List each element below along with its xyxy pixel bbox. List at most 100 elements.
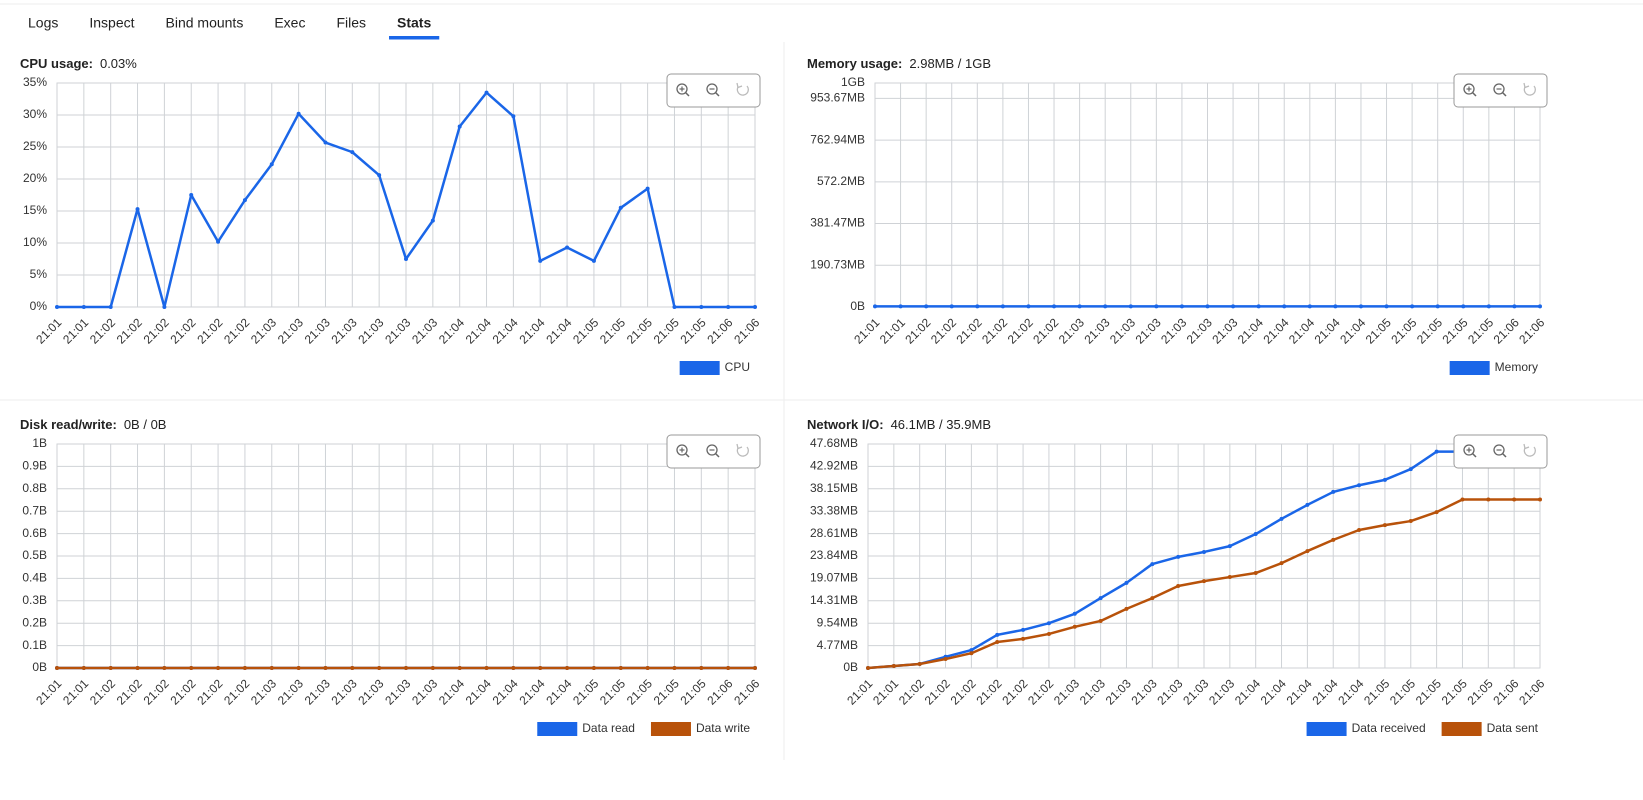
data-point bbox=[645, 666, 650, 670]
x-tick-label: 21:03 bbox=[1206, 676, 1237, 707]
data-point bbox=[242, 198, 247, 203]
data-point bbox=[1512, 304, 1517, 309]
data-point bbox=[1176, 554, 1181, 559]
x-tick-label: 21:01 bbox=[844, 676, 875, 707]
data-point bbox=[216, 239, 221, 244]
data-point bbox=[1150, 562, 1155, 567]
x-tick-label: 21:04 bbox=[1284, 676, 1315, 707]
chart-value: 0.03% bbox=[100, 56, 137, 71]
data-point bbox=[1279, 561, 1284, 566]
data-point bbox=[108, 305, 113, 309]
data-point bbox=[135, 666, 140, 670]
x-tick-label: 21:02 bbox=[954, 315, 985, 346]
data-point bbox=[1384, 304, 1389, 309]
x-tick-label: 21:04 bbox=[436, 676, 467, 707]
chart-panel: Memory usage: 2.98MB / 1GB 0B 190.73MB 381.4… bbox=[807, 56, 1548, 375]
data-point bbox=[1046, 621, 1051, 626]
data-point bbox=[753, 666, 757, 670]
x-tick-label: 21:02 bbox=[141, 676, 172, 707]
data-point bbox=[404, 666, 408, 670]
zoom-toolbar[interactable] bbox=[1453, 73, 1548, 108]
x-tick-label: 21:02 bbox=[896, 676, 927, 707]
data-point bbox=[1072, 624, 1077, 629]
plot-border bbox=[867, 443, 1541, 669]
x-tick-label: 21:03 bbox=[1133, 315, 1164, 346]
chart-header: CPU usage: 0.03% bbox=[20, 56, 137, 71]
data-point bbox=[753, 305, 757, 309]
x-tick-label: 21:04 bbox=[516, 315, 547, 346]
data-point bbox=[1227, 544, 1232, 549]
y-tick-label: 30% bbox=[23, 107, 47, 121]
data-point bbox=[873, 304, 877, 309]
chart-value: 46.1MB / 35.9MB bbox=[891, 417, 991, 432]
data-point bbox=[1098, 618, 1103, 623]
legend-swatch bbox=[1441, 722, 1482, 736]
x-tick-label: 21:02 bbox=[1025, 676, 1056, 707]
data-point bbox=[430, 666, 435, 670]
x-tick-label: 21:05 bbox=[1439, 315, 1470, 346]
zoom-toolbar[interactable] bbox=[666, 73, 761, 108]
x-tick-label: 21:05 bbox=[651, 315, 682, 346]
x-tick-label: 21:02 bbox=[1005, 315, 1036, 346]
data-point bbox=[672, 305, 677, 309]
data-point bbox=[1103, 304, 1108, 309]
x-tick-label: 21:02 bbox=[87, 315, 118, 346]
y-tick-label: 0B bbox=[850, 299, 865, 313]
data-point bbox=[1021, 627, 1026, 632]
data-point bbox=[1124, 580, 1129, 585]
legend-swatch bbox=[679, 361, 720, 375]
chart-header: Disk read/write: 0B / 0B bbox=[20, 417, 166, 432]
zoom-toolbar[interactable] bbox=[1453, 434, 1548, 469]
tab[interactable]: Files bbox=[336, 15, 366, 31]
y-tick-label: 0.5B bbox=[22, 548, 47, 562]
zoom-toolbar[interactable] bbox=[666, 434, 761, 469]
x-tick-label: 21:06 bbox=[1516, 315, 1547, 346]
data-point bbox=[216, 666, 221, 670]
data-point bbox=[1282, 304, 1287, 309]
y-tick-label: 4.77MB bbox=[817, 638, 858, 652]
x-tick-label: 21:05 bbox=[624, 676, 655, 707]
data-point bbox=[1046, 631, 1051, 636]
data-point bbox=[135, 207, 140, 212]
tab[interactable]: Stats bbox=[397, 15, 431, 31]
data-point bbox=[1331, 489, 1336, 494]
data-point bbox=[1382, 477, 1387, 482]
tab[interactable]: Logs bbox=[28, 15, 58, 31]
x-tick-label: 21:04 bbox=[463, 676, 494, 707]
data-point bbox=[1072, 611, 1077, 616]
y-tick-label: 572.2MB bbox=[817, 174, 865, 188]
y-tick-label: 0.9B bbox=[22, 459, 47, 473]
x-tick-label: 21:05 bbox=[1361, 676, 1392, 707]
data-point bbox=[1460, 497, 1465, 502]
data-point bbox=[917, 661, 922, 666]
x-tick-label: 21:05 bbox=[678, 676, 709, 707]
x-tick-label: 21:05 bbox=[624, 315, 655, 346]
data-point bbox=[1305, 502, 1310, 507]
x-tick-label: 21:05 bbox=[678, 315, 709, 346]
x-tick-label: 21:03 bbox=[1180, 676, 1211, 707]
data-point bbox=[350, 150, 355, 155]
x-tick-label: 21:05 bbox=[1465, 315, 1496, 346]
data-point bbox=[699, 305, 704, 309]
data-point bbox=[898, 304, 903, 309]
x-tick-label: 21:03 bbox=[1103, 676, 1134, 707]
tab[interactable]: Bind mounts bbox=[166, 15, 244, 31]
x-tick-label: 21:03 bbox=[275, 315, 306, 346]
chart-panel: CPU usage: 0.03% 0% 5% 10% 15% 20% 25% 30% 35% 21:… bbox=[20, 56, 763, 375]
x-tick-label: 21:05 bbox=[1439, 676, 1470, 707]
y-tick-label: 0.3B bbox=[22, 593, 47, 607]
y-tick-label: 14.31MB bbox=[810, 593, 858, 607]
x-tick-label: 21:02 bbox=[902, 315, 933, 346]
tab[interactable]: Exec bbox=[274, 15, 305, 31]
data-point bbox=[975, 304, 980, 309]
data-point bbox=[1305, 549, 1310, 554]
legend-label: CPU bbox=[725, 360, 750, 374]
x-tick-label: 21:04 bbox=[1258, 676, 1289, 707]
data-point bbox=[1026, 304, 1031, 309]
data-point bbox=[1408, 467, 1413, 472]
tab[interactable]: Inspect bbox=[89, 15, 134, 31]
x-tick-label: 21:06 bbox=[1491, 315, 1522, 346]
legend-label: Data write bbox=[696, 721, 750, 735]
x-tick-label: 21:03 bbox=[1077, 676, 1108, 707]
data-point bbox=[162, 305, 167, 309]
